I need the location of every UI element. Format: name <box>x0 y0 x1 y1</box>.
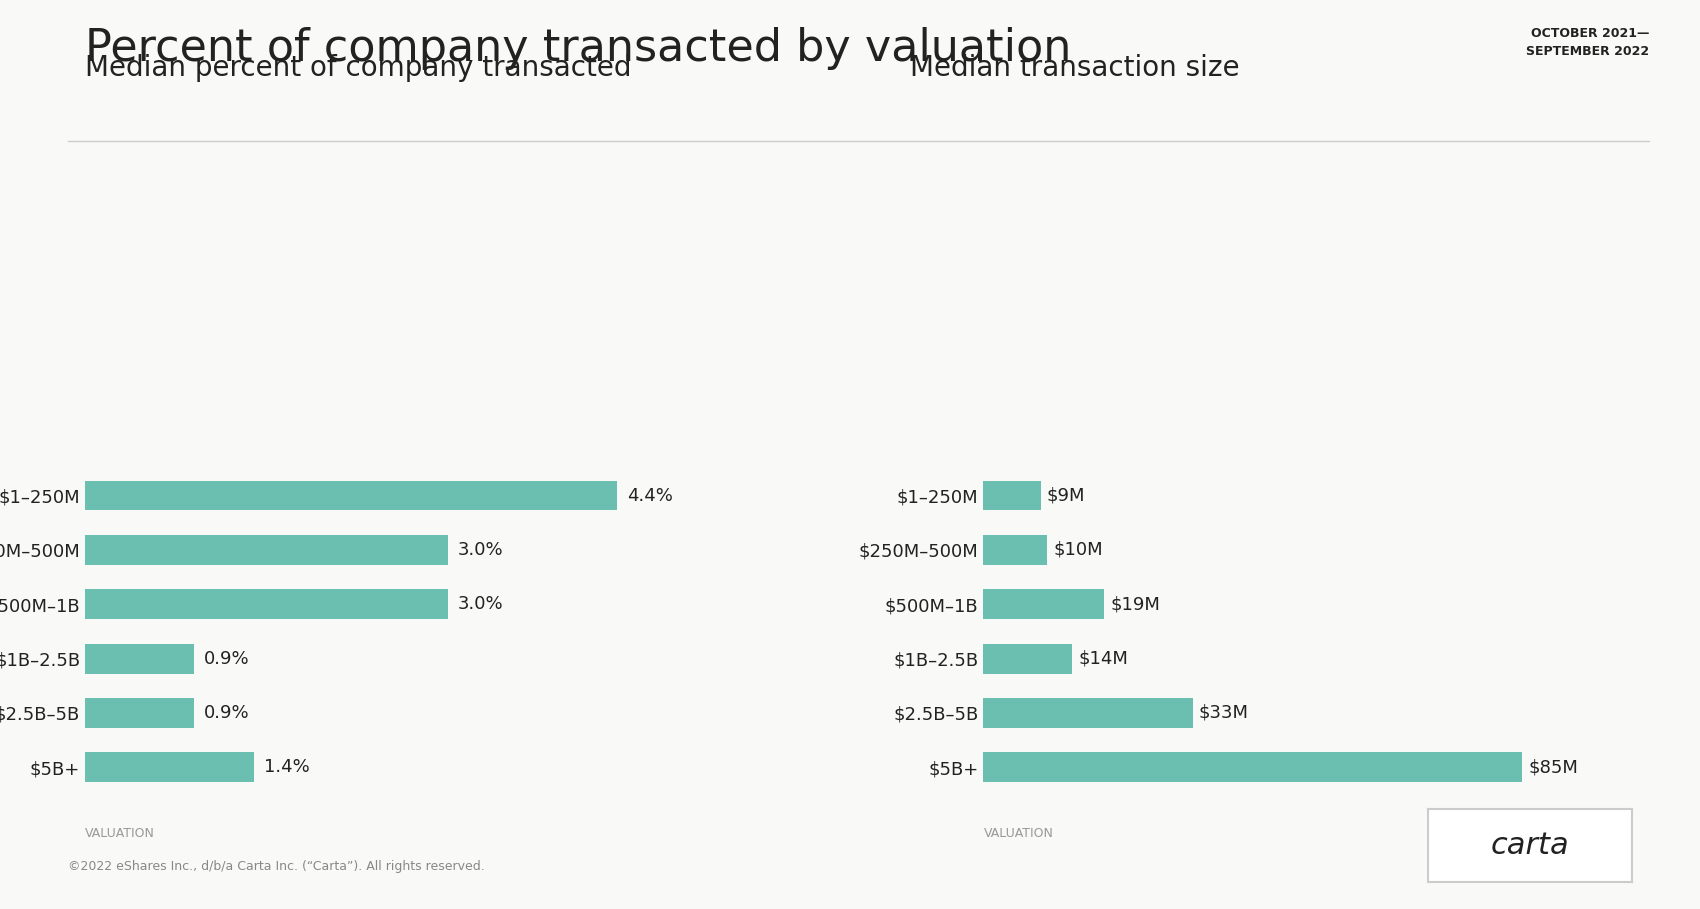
Text: VALUATION: VALUATION <box>85 827 155 840</box>
Text: 0.9%: 0.9% <box>204 650 250 667</box>
Bar <box>85 644 194 674</box>
Text: ©2022 eShares Inc., d/b/a Carta Inc. (“Carta”). All rights reserved.: ©2022 eShares Inc., d/b/a Carta Inc. (“C… <box>68 860 484 873</box>
Bar <box>984 753 1522 783</box>
Text: OCTOBER 2021—
SEPTEMBER 2022: OCTOBER 2021— SEPTEMBER 2022 <box>1527 27 1649 58</box>
Text: Percent of company transacted by valuation: Percent of company transacted by valuati… <box>85 27 1071 70</box>
Text: $9M: $9M <box>1047 486 1085 504</box>
Bar <box>85 698 194 728</box>
Text: carta: carta <box>1491 831 1569 860</box>
Text: $19M: $19M <box>1110 595 1159 614</box>
Text: 0.9%: 0.9% <box>204 704 250 722</box>
Text: Median transaction size: Median transaction size <box>910 54 1239 82</box>
Bar <box>85 753 255 783</box>
Text: 1.4%: 1.4% <box>264 758 309 776</box>
Text: Median percent of company transacted: Median percent of company transacted <box>85 54 631 82</box>
Text: $10M: $10M <box>1054 541 1103 559</box>
Bar <box>85 481 617 511</box>
Bar <box>984 589 1103 619</box>
Text: $85M: $85M <box>1528 758 1578 776</box>
Bar <box>984 698 1193 728</box>
Text: VALUATION: VALUATION <box>984 827 1054 840</box>
Bar <box>984 481 1040 511</box>
Text: $33M: $33M <box>1198 704 1250 722</box>
Bar <box>984 644 1073 674</box>
Text: 3.0%: 3.0% <box>457 541 503 559</box>
Text: $14M: $14M <box>1078 650 1129 667</box>
Bar <box>85 534 449 564</box>
Text: 3.0%: 3.0% <box>457 595 503 614</box>
Bar <box>984 534 1047 564</box>
Text: 4.4%: 4.4% <box>627 486 673 504</box>
Bar <box>85 589 449 619</box>
